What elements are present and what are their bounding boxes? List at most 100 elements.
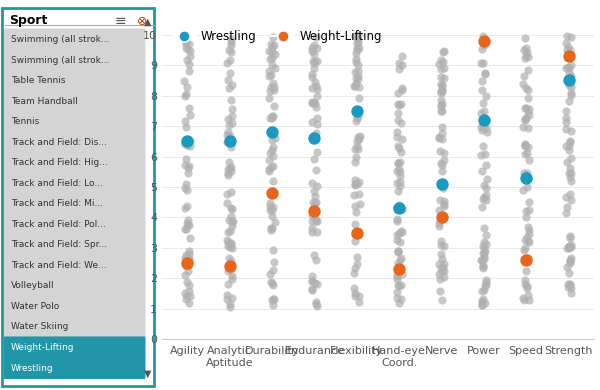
Point <box>519 170 529 176</box>
Point <box>396 282 406 288</box>
Point <box>352 50 361 56</box>
Point <box>521 105 530 111</box>
Point <box>225 57 235 63</box>
Point <box>394 205 404 211</box>
Point <box>439 243 449 249</box>
Point <box>395 169 405 176</box>
Point <box>225 70 235 76</box>
Point <box>227 39 236 46</box>
Point <box>476 124 486 130</box>
Point <box>478 142 488 149</box>
Text: Track and Field: Hig...: Track and Field: Hig... <box>11 158 108 167</box>
Point <box>352 45 362 51</box>
Point <box>223 129 233 135</box>
Point <box>352 230 362 236</box>
Point <box>477 127 487 133</box>
Point <box>227 223 237 229</box>
Point <box>269 84 278 90</box>
Point <box>435 197 445 203</box>
Point <box>349 83 359 89</box>
Point <box>393 282 403 288</box>
FancyBboxPatch shape <box>4 152 145 174</box>
Point <box>351 154 361 160</box>
Point <box>223 237 232 243</box>
Point <box>223 132 232 138</box>
Point <box>437 256 446 262</box>
Point <box>437 82 447 89</box>
Point <box>564 98 574 104</box>
Point <box>479 254 488 260</box>
Point <box>524 106 533 112</box>
Point <box>437 268 447 274</box>
Point <box>181 40 191 46</box>
Point <box>352 56 361 62</box>
Point <box>392 289 401 295</box>
Point <box>479 42 489 48</box>
Point <box>565 139 575 145</box>
Point <box>481 162 491 168</box>
Point <box>307 100 317 106</box>
Point <box>521 256 530 262</box>
Point <box>184 256 193 262</box>
Point <box>309 252 319 258</box>
Point <box>180 205 190 211</box>
Point <box>267 225 277 231</box>
Point <box>184 288 194 294</box>
Point <box>222 292 232 298</box>
Point <box>524 109 533 115</box>
Point <box>350 290 359 296</box>
Point <box>307 287 317 293</box>
Point <box>308 58 317 64</box>
Point <box>392 295 402 301</box>
Point <box>352 254 362 261</box>
Point <box>224 217 233 223</box>
Point <box>520 142 530 148</box>
Point <box>397 62 407 68</box>
Point <box>392 232 402 238</box>
Point <box>564 53 574 59</box>
Text: Weight-Lifting: Weight-Lifting <box>11 343 74 352</box>
Point <box>312 93 322 99</box>
Text: Track and Field: Mi...: Track and Field: Mi... <box>11 199 103 208</box>
Point <box>224 116 233 122</box>
Point <box>392 216 402 222</box>
Point <box>184 300 194 306</box>
Point <box>352 40 362 46</box>
Point <box>267 207 277 213</box>
Point <box>268 188 277 195</box>
Point <box>434 223 444 229</box>
Point <box>479 287 489 294</box>
Point <box>184 165 193 171</box>
Point <box>185 293 194 300</box>
Point <box>396 296 406 302</box>
Point <box>521 257 531 263</box>
FancyBboxPatch shape <box>4 49 145 71</box>
Point <box>181 40 190 46</box>
Point <box>561 210 571 216</box>
Point <box>223 239 233 246</box>
Point <box>437 82 447 88</box>
Point <box>521 52 530 58</box>
Point <box>394 143 403 149</box>
Point <box>477 299 487 305</box>
Point <box>395 257 404 263</box>
Point <box>566 170 576 176</box>
Point <box>437 250 446 257</box>
Point <box>268 163 278 169</box>
Point <box>395 158 404 165</box>
Point <box>226 132 235 138</box>
Point <box>226 163 236 170</box>
Text: Wrestling: Wrestling <box>11 363 54 372</box>
FancyBboxPatch shape <box>4 295 145 317</box>
Point <box>479 225 489 232</box>
Point <box>226 144 235 150</box>
Point <box>354 293 364 300</box>
Point <box>310 99 319 106</box>
Point <box>479 122 488 129</box>
Point <box>563 284 572 290</box>
Point <box>353 39 363 45</box>
Point <box>521 237 530 243</box>
Point <box>267 213 277 219</box>
Point <box>476 60 486 66</box>
Point <box>397 206 407 213</box>
